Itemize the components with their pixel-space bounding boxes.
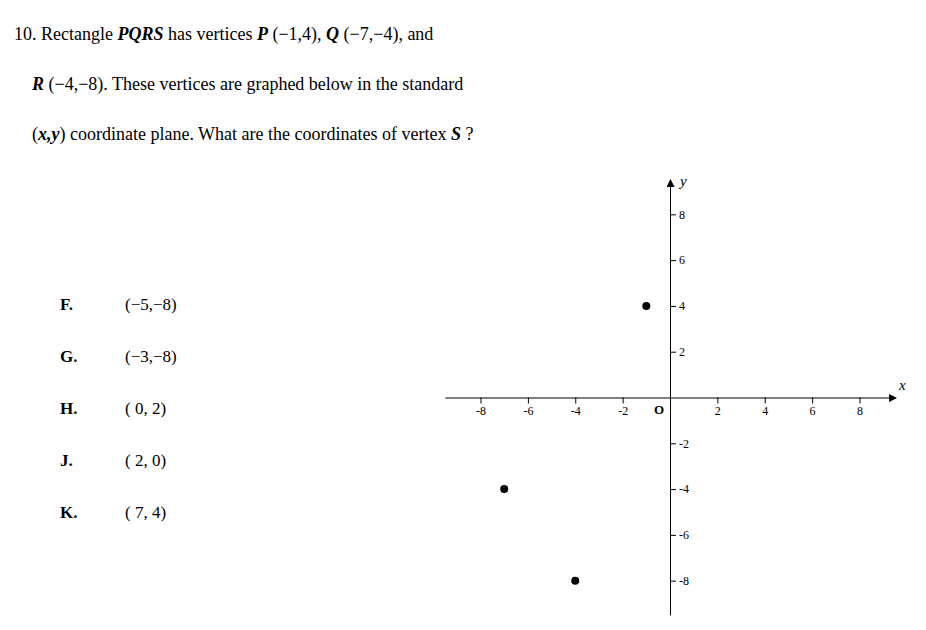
y-tick-label: -6 xyxy=(679,528,689,542)
title-segment: (−4,−8). These vertices are graphed belo… xyxy=(44,74,463,95)
title-segment: 10. Rectangle xyxy=(14,24,117,44)
title-segment: x,y xyxy=(37,124,61,144)
y-tick-mark xyxy=(670,581,676,582)
point xyxy=(642,302,650,310)
chart: 10. Rectangle PQRS has vertices P (−1,4)… xyxy=(0,0,926,630)
y-tick-mark xyxy=(670,535,676,536)
x-tick-mark xyxy=(528,398,529,404)
choice-letter: F. xyxy=(60,295,73,314)
x-tick: 2 xyxy=(715,398,721,419)
y-tick-label: 6 xyxy=(679,253,685,267)
x-tick-label: 6 xyxy=(810,404,816,418)
x-tick-label: 4 xyxy=(762,404,768,418)
x-tick: 6 xyxy=(810,398,816,419)
y-tick: -8 xyxy=(670,574,689,588)
y-axis-line xyxy=(670,181,671,616)
x-tick-label: -6 xyxy=(523,404,533,418)
y-tick-mark xyxy=(670,214,676,215)
y-tick: 2 xyxy=(670,345,685,359)
choice-letter: K. xyxy=(60,503,77,522)
x-tick-mark xyxy=(623,398,624,404)
title-segment: Q xyxy=(326,24,339,44)
choice-value: ( 0, 2) xyxy=(125,399,166,418)
y-tick: 4 xyxy=(670,299,685,313)
y-tick: -4 xyxy=(670,482,689,496)
y-axis: -8 -6 -4 -2 2 4 6 8 xyxy=(670,181,689,616)
y-tick-label: -4 xyxy=(679,482,689,496)
title-segment: S xyxy=(451,124,461,144)
y-tick: 8 xyxy=(670,208,685,222)
y-axis-label: y xyxy=(678,173,687,189)
y-tick: -2 xyxy=(670,437,689,451)
y-tick-label: 2 xyxy=(679,345,685,359)
x-tick-mark xyxy=(812,398,813,404)
choice-letter: J. xyxy=(60,451,73,470)
title-segment: ) coordinate plane. What are the coordin… xyxy=(60,124,452,145)
y-tick-label: 4 xyxy=(679,299,685,313)
title-line: R (−4,−8). These vertices are graphed be… xyxy=(14,74,463,95)
origin-label: O xyxy=(654,402,664,417)
y-tick: -6 xyxy=(670,528,689,542)
x-tick-label: 2 xyxy=(715,404,721,418)
x-tick-mark xyxy=(717,398,718,404)
x-tick-label: -2 xyxy=(618,404,628,418)
x-tick-mark xyxy=(765,398,766,404)
y-tick-label: -2 xyxy=(679,437,689,451)
x-tick-mark xyxy=(575,398,576,404)
title-line: 10. Rectangle PQRS has vertices P (−1,4)… xyxy=(14,24,433,45)
choice-letter: G. xyxy=(60,347,77,366)
y-tick-mark xyxy=(670,489,676,490)
y-tick: 6 xyxy=(670,253,685,267)
title-segment: R xyxy=(31,74,44,94)
title-line: (x,y) coordinate plane. What are the coo… xyxy=(14,124,474,145)
x-tick: 4 xyxy=(762,398,768,419)
y-tick-mark xyxy=(670,306,676,307)
x-tick: -2 xyxy=(618,398,628,419)
choice-letter: H. xyxy=(60,399,77,418)
title-segment: ? xyxy=(461,124,474,144)
title-segment: (−1,4), xyxy=(268,24,326,45)
y-tick-mark xyxy=(670,352,676,353)
x-tick-mark xyxy=(859,398,860,404)
x-tick-label: -8 xyxy=(476,404,486,418)
title-segment: PQRS xyxy=(116,24,163,44)
choice-value: ( 7, 4) xyxy=(125,503,166,522)
x-tick: 8 xyxy=(857,398,863,419)
choices: F. (−5,−8) G. (−3,−8) H. ( 0, 2) J. ( 2, 0) K. ( … xyxy=(60,295,177,522)
y-tick-mark xyxy=(670,260,676,261)
choice-value: (−5,−8) xyxy=(125,295,177,314)
title-segment: ( xyxy=(14,124,38,145)
point xyxy=(571,577,579,585)
choice-value: (−3,−8) xyxy=(125,347,177,366)
choice-value: ( 2, 0) xyxy=(125,451,166,470)
title-segment: (−7,−4), and xyxy=(339,24,433,45)
x-tick: -4 xyxy=(571,398,581,419)
x-tick-label: 8 xyxy=(857,404,863,418)
point xyxy=(500,485,508,493)
title-segment xyxy=(14,74,32,94)
y-tick-label: -8 xyxy=(679,574,689,588)
x-tick: -6 xyxy=(523,398,533,419)
title-segment: has vertices xyxy=(163,24,256,44)
title: 10. Rectangle PQRS has vertices P (−1,4)… xyxy=(14,24,474,145)
x-tick-label: -4 xyxy=(571,404,581,418)
x-axis-label: x xyxy=(898,377,906,393)
y-tick-label: 8 xyxy=(679,208,685,222)
points xyxy=(500,302,650,585)
x-tick-mark xyxy=(481,398,482,404)
y-tick-mark xyxy=(670,443,676,444)
x-tick: -8 xyxy=(476,398,486,419)
